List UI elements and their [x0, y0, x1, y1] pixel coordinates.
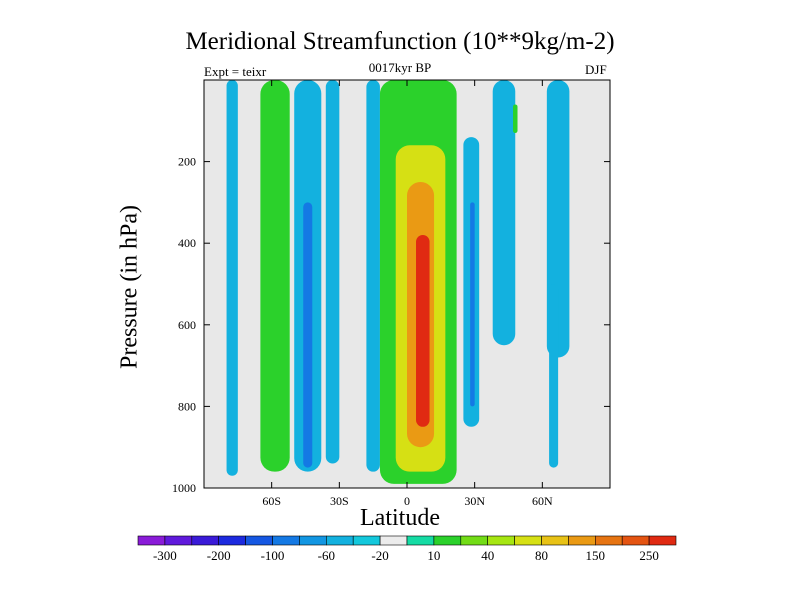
contour-regions [226, 80, 570, 484]
colorbar-swatch-9 [379, 535, 408, 546]
contour-region-5 [366, 80, 380, 472]
colorbar-swatch-1 [164, 535, 193, 546]
y-tick-label-2: 600 [178, 318, 196, 332]
x-tick-label-4: 60N [532, 494, 553, 508]
colorbar-label-0: -300 [153, 548, 177, 563]
contour-region-4 [325, 80, 340, 464]
contour-region-13 [513, 104, 518, 134]
colorbar-swatch-6 [299, 535, 327, 546]
x-tick-label-2: 0 [404, 494, 410, 508]
colorbar-swatch-7 [325, 535, 354, 546]
colorbar-swatch-5 [272, 535, 300, 546]
colorbar-label-8: 150 [586, 548, 606, 563]
x-tick-label-3: 30N [464, 494, 485, 508]
colorbar-swatch-8 [352, 535, 381, 546]
contour-region-11 [470, 202, 475, 407]
y-tick-label-1: 400 [178, 236, 196, 250]
colorbar: -300 -200 -100 -60 -20 10 40 80 150 250 [137, 535, 677, 563]
colorbar-swatch-18 [621, 535, 650, 546]
colorbar-swatch-0 [137, 535, 166, 546]
colorbar-swatch-12 [460, 535, 488, 546]
colorbar-swatch-15 [541, 535, 569, 546]
colorbar-swatch-11 [433, 535, 462, 546]
colorbar-swatch-16 [568, 535, 596, 546]
colorbar-swatch-2 [191, 535, 220, 546]
y-tick-label-4: 1000 [172, 481, 196, 495]
contour-region-15 [549, 284, 559, 468]
colorbar-label-4: -20 [371, 548, 388, 563]
colorbar-swatch-4 [245, 535, 273, 546]
contour-region-9 [416, 235, 430, 427]
contour-region-0 [226, 80, 238, 476]
x-tick-label-1: 30S [330, 494, 349, 508]
experiment-label: Expt = teixr [204, 64, 267, 79]
colorbar-label-1: -200 [207, 548, 231, 563]
colorbar-swatch-19 [648, 535, 677, 546]
contour-region-12 [492, 80, 516, 346]
y-tick-label-3: 800 [178, 399, 196, 413]
chart-title: Meridional Streamfunction (10**9kg/m-2) [185, 28, 615, 55]
colorbar-swatch-14 [514, 535, 542, 546]
x-axis-label: Latitude [360, 505, 440, 531]
colorbar-swatch-13 [487, 535, 515, 546]
colorbar-swatch-17 [594, 535, 623, 546]
chart-subtitle: 0017kyr BP [368, 60, 432, 75]
season-label: DJF [585, 62, 607, 77]
colorbar-swatch-3 [218, 535, 246, 546]
colorbar-label-2: -100 [261, 548, 285, 563]
colorbar-label-5: 10 [427, 548, 440, 563]
colorbar-label-7: 80 [535, 548, 548, 563]
colorbar-swatch-10 [406, 535, 435, 546]
contour-region-3 [303, 202, 313, 468]
axis-ticks: 60S 30S 0 30N 60N 200 400 600 800 1000 [172, 80, 610, 508]
colorbar-label-6: 40 [481, 548, 494, 563]
y-tick-label-0: 200 [178, 155, 196, 169]
x-tick-label-0: 60S [262, 494, 281, 508]
colorbar-label-9: 250 [639, 548, 659, 563]
y-axis-label: Pressure (in hPa) [116, 205, 143, 369]
colorbar-label-3: -60 [318, 548, 335, 563]
contour-region-1 [260, 80, 290, 472]
